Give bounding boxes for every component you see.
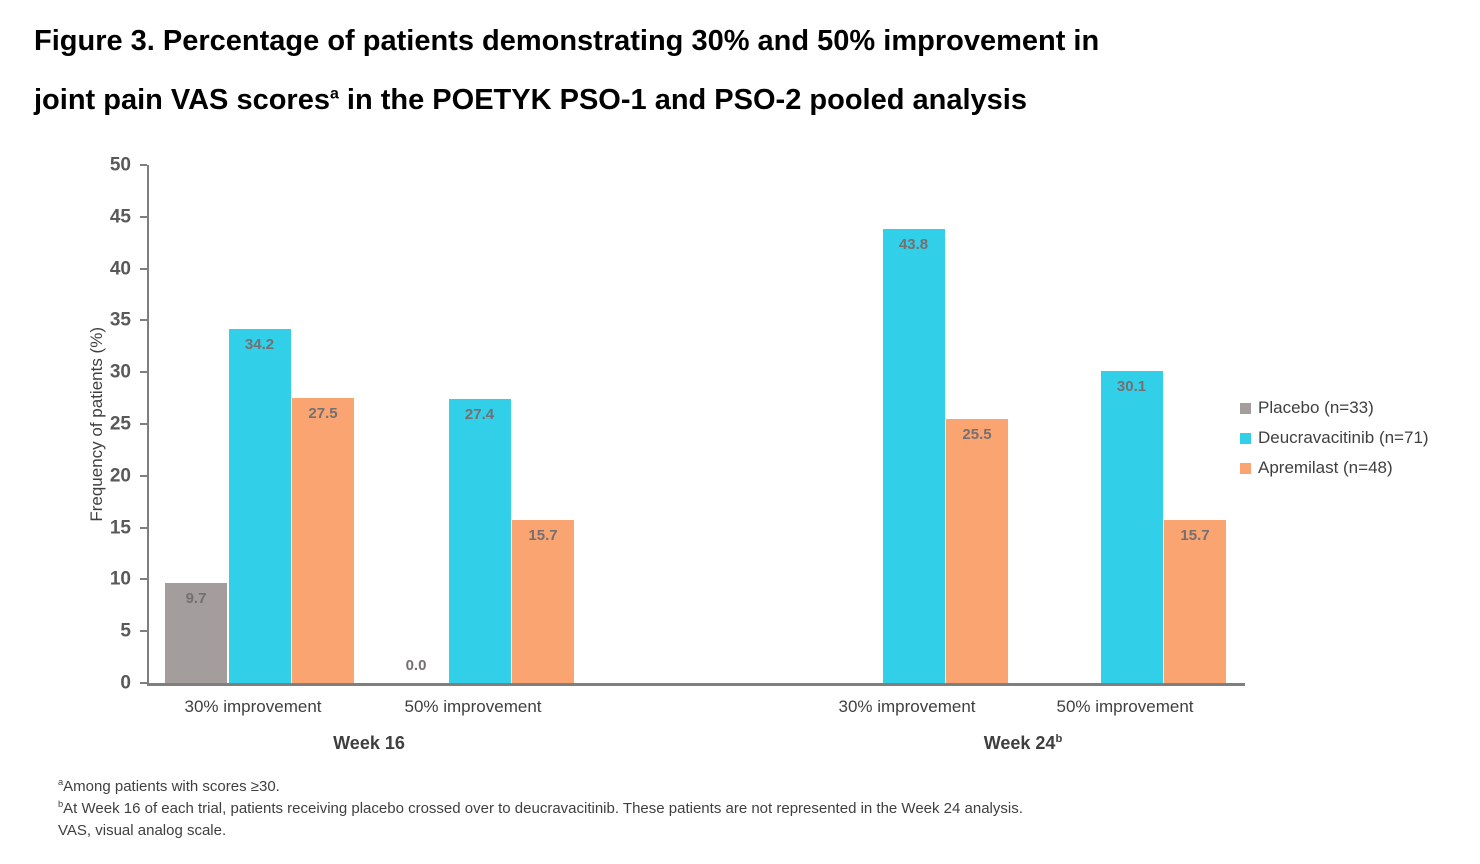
figure-title-line2-text: joint pain VAS scores [34,84,330,116]
footnote-abbreviation: VAS, visual analog scale. [58,820,1438,842]
bar-apremilast: 15.7 [1164,520,1226,683]
plot-area: 9.7 34.2 27.5 0.0 27.4 15.7 43.8 25.5 30.1 15.7 [147,165,1245,686]
y-tick-label: 20 [109,465,131,487]
figure-title-line2: joint pain VAS scoresa in the POETYK PSO… [34,71,1434,130]
bar-value-label: 0.0 [405,657,427,674]
figure-title-line2-rest: in the POETYK PSO-1 and PSO-2 pooled ana… [338,84,1027,116]
footnote-b-marker: b [58,799,64,809]
bar-value-label: 15.7 [528,527,558,545]
y-tick-label: 45 [109,206,131,228]
bar-deucravacitinib: 27.4 [448,399,511,683]
y-tick-mark [140,319,147,322]
legend-label: Deucravacitinib (n=71) [1258,428,1429,447]
category-label: 30% improvement [184,697,322,716]
y-tick-mark [140,578,147,581]
bar-value-label: 9.7 [185,589,207,607]
footnote-abbreviation-text: VAS, visual analog scale. [58,822,227,839]
figure-title-superscript: a [329,85,339,103]
deucravacitinib-swatch [1240,432,1251,444]
y-tick-label: 30 [109,361,131,383]
footnote-a-text: Among patients with scores ≥30. [63,778,280,795]
category-label: 30% improvement [838,697,976,716]
footnote-a-marker: a [58,777,64,787]
placebo-swatch [1240,402,1251,414]
figure-title: Figure 3. Percentage of patients demonst… [34,12,1434,130]
bar-apremilast: 15.7 [512,520,574,683]
bar-apremilast: 27.5 [292,398,354,683]
legend-item-placebo: Placebo (n=33) [1240,393,1429,423]
bar-placebo: 9.7 [165,582,227,683]
bar-apremilast: 25.5 [946,418,1008,683]
footnote-a: aAmong patients with scores ≥30. [58,776,1438,798]
bar-deucravacitinib: 43.8 [882,229,945,683]
bar-value-label: 27.5 [308,405,338,423]
apremilast-swatch [1240,462,1251,474]
week-label-text: Week 24 [983,733,1056,753]
legend-label: Apremilast (n=48) [1258,458,1393,477]
y-tick-label: 0 [120,672,131,694]
footnotes: aAmong patients with scores ≥30. bAt Wee… [58,776,1438,842]
legend-label: Placebo (n=33) [1258,398,1374,417]
y-tick-mark [140,630,147,633]
legend-item-deucravacitinib: Deucravacitinib (n=71) [1240,423,1429,453]
y-tick-mark [140,474,147,477]
bar-value-label: 34.2 [244,335,275,353]
y-tick-label: 5 [120,620,131,642]
bar-value-label: 15.7 [1180,527,1210,545]
footnote-b-text: At Week 16 of each trial, patients recei… [63,800,1023,817]
footnote-b: bAt Week 16 of each trial, patients rece… [58,798,1438,820]
category-label: 50% improvement [404,697,542,716]
week-label: Week 24b [984,733,1063,754]
y-tick-label: 40 [109,258,131,280]
week-label-text: Week 16 [333,733,405,753]
legend-item-apremilast: Apremilast (n=48) [1240,453,1429,483]
y-tick-label: 25 [109,413,131,435]
bar-deucravacitinib: 34.2 [228,328,291,683]
bar-value-label: 43.8 [898,236,929,254]
y-tick-mark [140,267,147,270]
bar-deucravacitinib: 30.1 [1100,371,1163,683]
bar-value-label: 30.1 [1116,378,1147,396]
y-tick-mark [140,164,147,166]
y-tick-label: 50 [109,154,131,176]
y-tick-mark [140,682,147,684]
y-tick-mark [140,423,147,425]
bar-value-label: 25.5 [962,425,992,443]
bar-value-label: 27.4 [464,406,495,424]
week-axis-labels: Week 16 Week 24b [149,733,1245,757]
y-tick-label: 15 [109,517,131,539]
week-label: Week 16 [333,733,405,754]
category-label: 50% improvement [1056,697,1194,716]
y-tick-mark [140,215,147,218]
legend: Placebo (n=33) Deucravacitinib (n=71) Apre… [1240,393,1429,483]
y-tick-label: 10 [109,568,131,590]
y-tick-label: 35 [109,309,131,331]
figure-title-line1: Figure 3. Percentage of patients demonst… [34,25,1100,57]
y-axis: 0 5 10 15 20 25 30 35 40 45 50 [0,156,147,693]
y-tick-mark [140,526,147,529]
y-tick-mark [140,371,147,374]
x-axis-labels: 30% improvement 50% improvement 30% improv… [149,697,1245,721]
week-label-superscript: b [1055,733,1063,745]
